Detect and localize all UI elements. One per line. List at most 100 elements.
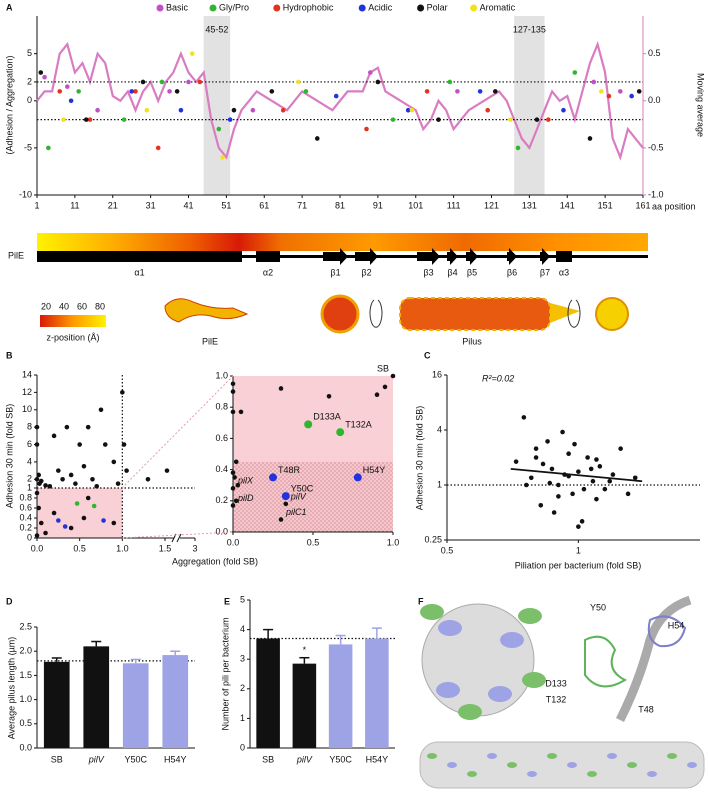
data-point: [43, 530, 48, 536]
y-tick-label: 4: [27, 456, 32, 466]
strand: [507, 248, 517, 265]
axis-break: [174, 535, 180, 541]
zoom-connector: [121, 375, 234, 539]
data-point: [390, 117, 396, 122]
x-tick-label: H54Y: [366, 754, 389, 764]
y-tick-label: 0.6: [215, 433, 228, 443]
data-point: [549, 466, 555, 472]
data-point: [618, 446, 623, 451]
data-point: [594, 496, 599, 502]
y-tick-label: -10: [19, 189, 32, 199]
data-point: [56, 518, 61, 523]
residue-label: D133: [545, 678, 567, 688]
surface-patch: [436, 682, 460, 698]
y-tick-label: 8: [27, 422, 32, 432]
x-tick-label: 1.5: [159, 543, 172, 553]
legend-label: Gly/Pro: [219, 2, 249, 12]
data-point: [159, 79, 165, 85]
data-point: [90, 477, 95, 482]
y2-axis-label: Moving average: [696, 73, 706, 137]
data-point: [233, 498, 239, 504]
x-tick-label: 1.0: [387, 537, 400, 547]
y-tick-label: 2: [27, 474, 32, 484]
data-point: [233, 459, 239, 465]
highlight-band: [514, 16, 545, 195]
ribbon-helix: [615, 595, 692, 723]
data-point: [524, 482, 529, 488]
y-tick-label: 1.0: [19, 694, 32, 704]
data-point: [572, 70, 578, 75]
x-tick-label: 3: [192, 543, 197, 553]
data-point: [230, 389, 236, 394]
data-point: [304, 420, 313, 429]
data-point: [238, 409, 244, 415]
y-tick-label: 2.0: [19, 646, 32, 656]
residue-label: Y50: [590, 602, 606, 612]
data-point: [34, 477, 40, 482]
data-point: [178, 107, 184, 113]
y-tick-label: 0.5: [19, 718, 32, 728]
structure-label: α1: [134, 267, 144, 277]
legend-marker: [209, 4, 217, 12]
pilus-side-view: [399, 297, 551, 331]
point-label: pilC1: [285, 507, 307, 517]
data-point: [197, 79, 203, 85]
data-point: [167, 89, 172, 94]
data-point: [579, 519, 585, 524]
data-point: [436, 117, 441, 122]
strand: [447, 248, 458, 265]
moving-average-line: [36, 40, 644, 161]
point-label: pilV: [290, 491, 307, 501]
data-point: [390, 373, 396, 379]
bar: [292, 663, 317, 748]
data-point: [250, 107, 256, 113]
data-point: [281, 492, 290, 501]
data-point: [74, 501, 80, 506]
pilus-patch: [687, 762, 697, 768]
data-point: [120, 390, 125, 395]
structure-label: β2: [361, 267, 371, 277]
y-tick-label: 3: [240, 654, 245, 664]
colorbar: [40, 315, 106, 327]
data-point: [235, 482, 241, 488]
x-tick-label: 0.5: [307, 537, 320, 547]
data-point: [269, 473, 277, 482]
x-tick-label: 111: [447, 200, 461, 210]
data-point: [34, 490, 40, 496]
data-point: [610, 472, 616, 477]
data-point: [585, 455, 590, 460]
x-axis-label: Piliation per bacterium (fold SB): [515, 560, 642, 570]
data-point: [230, 503, 236, 508]
data-point: [269, 89, 275, 94]
data-point: [36, 505, 42, 511]
zoom-region: [37, 488, 123, 538]
surface-patch: [522, 672, 546, 688]
data-point: [220, 155, 225, 160]
data-point: [607, 478, 613, 484]
structure-label: α3: [559, 267, 569, 277]
data-point: [364, 126, 369, 132]
x-tick-label: 1: [34, 200, 39, 210]
data-point: [606, 93, 612, 99]
data-point: [405, 107, 411, 113]
data-point: [37, 481, 42, 486]
bar: [122, 663, 149, 748]
data-point: [51, 433, 57, 439]
y-tick-label: 0: [27, 532, 32, 542]
data-point: [528, 475, 534, 481]
data-point: [186, 79, 191, 85]
x-tick-label: 0.5: [441, 545, 454, 555]
strand: [417, 248, 440, 265]
pile-track-label: PilE: [8, 250, 24, 260]
strand: [540, 248, 550, 265]
fit-line: [510, 468, 643, 483]
data-point: [81, 515, 87, 521]
data-point: [278, 386, 284, 391]
panel-label: C: [424, 350, 431, 360]
data-point: [51, 510, 57, 516]
y-tick-label: 14: [22, 369, 32, 379]
x-axis-label: Aggregation (fold SB): [172, 556, 258, 566]
y-tick-label: 12: [22, 387, 32, 397]
data-point: [46, 145, 51, 151]
